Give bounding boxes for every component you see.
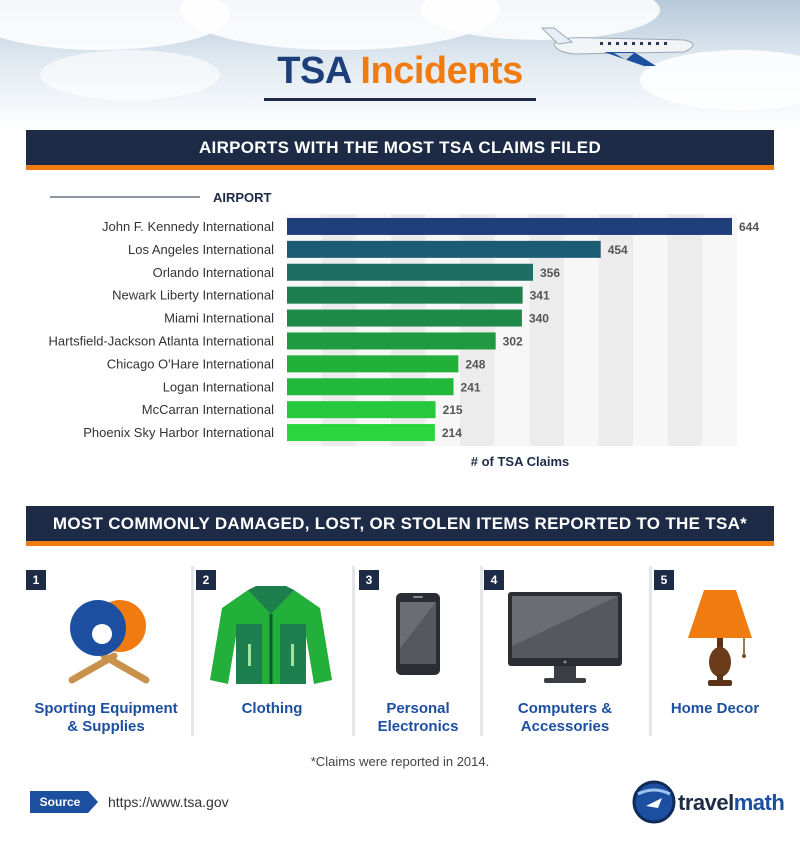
item-card-electronics: 3 Personal Electronics (359, 566, 477, 736)
bar (287, 240, 601, 258)
bar-value-label: 241 (461, 380, 481, 394)
item-label: Sporting Equipment & Supplies (26, 700, 186, 736)
category-axis-label: AIRPORT (213, 190, 272, 205)
item-label-line-1: Home Decor (670, 700, 760, 717)
category-label: McCarran International (142, 402, 274, 417)
bar-value-label: 454 (608, 243, 628, 257)
grid-band (598, 214, 634, 446)
bar-value-label: 302 (503, 334, 523, 348)
item-label-line-1: Clothing (241, 700, 303, 717)
logo-wordmark: travelmath (678, 790, 785, 816)
bar-value-label: 341 (530, 289, 550, 303)
category-label: Orlando International (153, 265, 275, 280)
item-card-home-decor: 5 Home Decor (654, 566, 776, 736)
item-card-computers: 4 Computers & Accessories (484, 566, 646, 736)
footnote: *Claims were reported in 2014. (310, 754, 490, 769)
jacket-icon (210, 586, 332, 684)
category-label: Chicago O'Hare International (107, 356, 274, 371)
lamp-icon (688, 590, 752, 686)
source-link[interactable]: https://www.tsa.gov (108, 794, 229, 810)
source-label: Source (40, 795, 81, 809)
ping-pong-paddles-icon (68, 600, 150, 684)
category-label: Miami International (164, 311, 274, 326)
item-number: 3 (359, 570, 379, 590)
page-title: TSA Incidents (0, 50, 800, 93)
monitor-icon (508, 592, 622, 683)
bar-value-label: 340 (529, 312, 549, 326)
bar (287, 309, 522, 327)
category-label: Logan International (163, 379, 274, 394)
travelmath-logo (632, 780, 676, 824)
section-banner-airports: AIRPORTS WITH THE MOST TSA CLAIMS FILED (26, 130, 774, 170)
category-label: Hartsfield-Jackson Atlanta International (49, 333, 275, 348)
divider (480, 566, 483, 736)
bar-value-label: 644 (739, 220, 759, 234)
sky-background (0, 0, 800, 130)
item-number: 4 (484, 570, 504, 590)
bar (287, 332, 496, 350)
section-banner-items: MOST COMMONLY DAMAGED, LOST, OR STOLEN I… (26, 506, 774, 546)
item-label-line-1: Personal (386, 700, 450, 717)
airplane-icon (540, 27, 694, 66)
airport-claims-bar-chart: AIRPORT John F. Kennedy International 644… (49, 190, 760, 469)
divider (649, 566, 652, 736)
bar (287, 378, 454, 396)
item-label-line-1: Sporting Equipment (34, 700, 178, 717)
bar-value-label: 356 (540, 266, 560, 280)
logo-word-2: math (733, 790, 785, 815)
bar-value-label: 248 (465, 357, 485, 371)
item-label-line-2: Electronics (377, 718, 459, 735)
category-label: Phoenix Sky Harbor International (83, 425, 274, 440)
item-card-sporting: 1 Sporting Equipment & Supplies (26, 566, 186, 736)
category-label: Newark Liberty International (112, 288, 274, 303)
item-label-line-1: Computers & (517, 700, 613, 717)
item-number: 5 (654, 570, 674, 590)
item-label: Clothing (196, 700, 348, 718)
item-number: 1 (26, 570, 46, 590)
bar (287, 286, 523, 304)
category-label: Los Angeles International (128, 242, 274, 257)
x-axis-label: # of TSA Claims (471, 454, 569, 469)
item-label-line-2: Accessories (520, 718, 610, 735)
title-underline (264, 98, 536, 101)
item-label: Personal Electronics (359, 700, 477, 736)
grid-band (667, 214, 703, 446)
item-label: Home Decor (654, 700, 776, 718)
category-label: John F. Kennedy International (102, 219, 274, 234)
item-label-line-2: & Supplies (67, 718, 145, 735)
bar (287, 263, 533, 281)
divider (352, 566, 355, 736)
item-card-clothing: 2 Clothing (196, 566, 348, 736)
item-number: 2 (196, 570, 216, 590)
logo-word-1: travel (678, 790, 734, 815)
smartphone-icon (396, 593, 440, 675)
bar (287, 401, 436, 419)
item-label: Computers & Accessories (484, 700, 646, 736)
divider (191, 566, 194, 736)
title-word-2: Incidents (360, 50, 523, 92)
bar-value-label: 214 (442, 426, 462, 440)
bar (287, 355, 459, 373)
bar-value-label: 215 (443, 403, 463, 417)
bar (287, 217, 732, 235)
source-tag: Source (30, 791, 98, 813)
title-word-1: TSA (277, 50, 351, 92)
bar (287, 424, 435, 442)
